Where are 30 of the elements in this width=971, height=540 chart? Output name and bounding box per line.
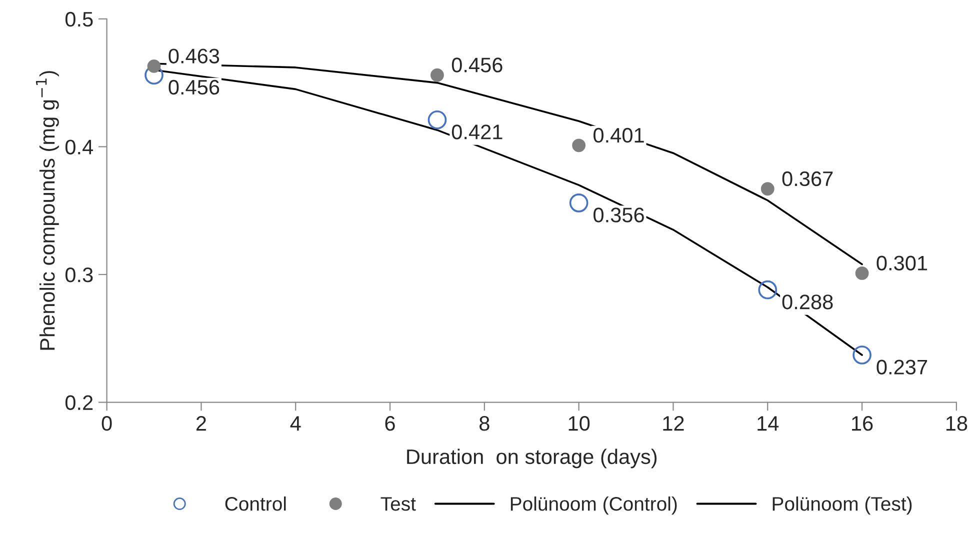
y-axis-title: Phenolic compounds (mg g$^{−1}$) xyxy=(36,71,59,350)
x-tick-label: 2 xyxy=(196,416,206,431)
legend-label: Control xyxy=(225,496,286,511)
x-tick-label: 18 xyxy=(946,416,968,431)
x-tick-label: 8 xyxy=(480,416,490,431)
x-tick-label: 16 xyxy=(852,416,873,431)
legend-label: Polünoom (Test) xyxy=(772,496,912,515)
y-tick-label: 0.5 xyxy=(65,12,93,27)
y-tick-label: 0.3 xyxy=(65,268,93,282)
y-tick-label: 0.2 xyxy=(65,395,93,410)
data-label: 0.456 xyxy=(452,58,502,72)
x-tick-label: 12 xyxy=(663,416,684,431)
data-label: 0.288 xyxy=(782,294,833,310)
data-label: 0.356 xyxy=(594,208,644,222)
data-label: 0.421 xyxy=(452,124,502,140)
data-label: 0.463 xyxy=(168,48,220,64)
y-tick-label: 0.4 xyxy=(65,140,94,154)
data-label: 0.237 xyxy=(876,360,928,374)
x-tick-label: 10 xyxy=(568,416,590,431)
x-tick-label: 14 xyxy=(758,416,779,431)
x-tick-label: 0 xyxy=(102,416,112,431)
x-tick-label: 4 xyxy=(290,416,301,431)
data-label: 0.456 xyxy=(168,80,220,95)
data-label: 0.401 xyxy=(594,128,644,143)
data-label: 0.367 xyxy=(782,171,833,186)
legend-label: Test xyxy=(380,497,416,511)
x-axis-title: Duration on storage (days) xyxy=(407,448,657,468)
data-label: 0.301 xyxy=(876,256,928,270)
x-tick-label: 6 xyxy=(385,416,395,431)
legend-label: Polünoom (Control) xyxy=(510,496,677,515)
